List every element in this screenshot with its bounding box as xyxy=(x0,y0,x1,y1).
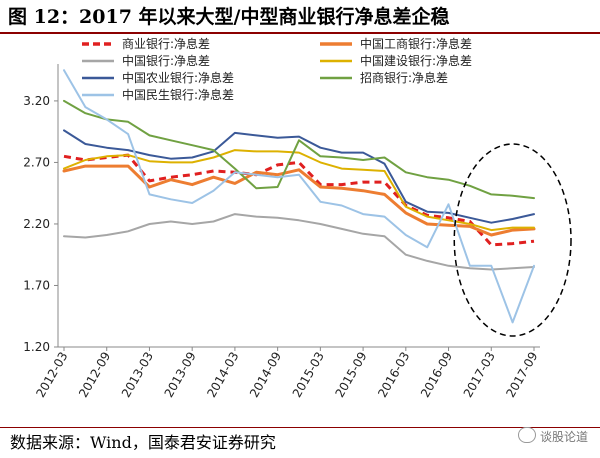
series-line xyxy=(63,99,535,200)
data-source-note: 数据来源：Wind，国泰君安证券研究 xyxy=(10,433,276,452)
legend-label: 中国民生银行:净息差 xyxy=(122,87,234,102)
legend-label: 商业银行:净息差 xyxy=(122,36,210,51)
legend-label: 中国农业银行:净息差 xyxy=(122,70,234,85)
x-tick-label: 2013-03 xyxy=(119,350,156,400)
series-line xyxy=(63,129,535,224)
x-tick-label: 2012-03 xyxy=(33,350,70,400)
y-tick-label: 1.70 xyxy=(23,278,50,292)
x-tick-label: 2014-03 xyxy=(204,350,241,400)
x-tick-label: 2016-03 xyxy=(375,350,412,400)
footer-divider xyxy=(0,427,600,428)
title-divider xyxy=(0,32,600,34)
y-tick-label: 2.70 xyxy=(23,155,50,169)
series-line xyxy=(63,213,535,271)
x-tick-label: 2013-09 xyxy=(162,350,199,400)
y-tick-label: 1.20 xyxy=(23,340,50,354)
y-tick-label: 3.20 xyxy=(23,94,50,108)
series-line xyxy=(63,69,535,324)
figure-title: 图 12：2017 年以来大型/中型商业银行净息差企稳 xyxy=(8,6,450,28)
x-tick-label: 2014-09 xyxy=(247,350,284,400)
highlight-layer xyxy=(453,143,572,337)
watermark-text: 谈股论道 xyxy=(539,430,588,444)
x-tick-label: 2017-03 xyxy=(461,349,498,399)
y-tick-label: 2.20 xyxy=(23,217,50,231)
x-tick-label: 2016-09 xyxy=(418,350,455,400)
x-tick-label: 2015-09 xyxy=(332,350,369,400)
highlight-ellipse xyxy=(453,143,572,337)
x-tick-label: 2012-09 xyxy=(76,350,113,400)
legend-label: 中国工商银行:净息差 xyxy=(360,36,472,51)
chart-series xyxy=(62,69,536,324)
legend-label: 中国建设银行:净息差 xyxy=(360,53,472,68)
x-tick-label: 2015-03 xyxy=(290,350,327,400)
watermark: 谈股论道 xyxy=(517,424,588,450)
wechat-icon xyxy=(517,427,536,443)
series-line xyxy=(62,164,536,237)
legend-label: 招商银行:净息差 xyxy=(360,70,448,85)
legend-label: 中国银行:净息差 xyxy=(122,53,210,68)
x-tick-label: 2017-09 xyxy=(503,350,540,400)
